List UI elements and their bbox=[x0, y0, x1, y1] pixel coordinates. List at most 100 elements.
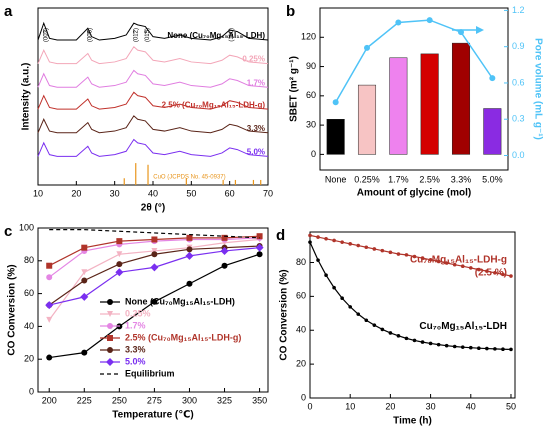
legend-label: 0.25% bbox=[125, 308, 151, 318]
marker bbox=[220, 246, 229, 255]
bar bbox=[451, 42, 471, 155]
y2-axis-label: Pore volume (mL g⁻¹) bbox=[532, 38, 543, 140]
y-tick-label: 0 bbox=[29, 386, 34, 396]
y-tick-label: 40 bbox=[24, 321, 34, 331]
marker bbox=[332, 99, 339, 106]
x-axis-label: 2θ (°) bbox=[141, 203, 165, 214]
marker bbox=[348, 242, 352, 246]
legend-marker bbox=[107, 299, 113, 305]
y-tick-label: 120 bbox=[301, 32, 316, 42]
legend-marker bbox=[106, 358, 114, 366]
marker bbox=[115, 268, 124, 277]
marker bbox=[45, 301, 54, 310]
y-tick-label: 30 bbox=[306, 119, 316, 129]
y-tick-label: 60 bbox=[306, 90, 316, 100]
marker bbox=[426, 17, 433, 24]
x-tick-label: 20 bbox=[385, 401, 395, 411]
marker bbox=[364, 44, 370, 51]
x-tick-label: 0.25% bbox=[354, 174, 380, 184]
plot-frame bbox=[319, 7, 509, 171]
marker bbox=[501, 272, 505, 277]
marker bbox=[221, 262, 228, 269]
x-tick-label: 50 bbox=[506, 401, 516, 411]
bar bbox=[420, 53, 439, 155]
x-axis-label: Temperature (℃) bbox=[112, 410, 193, 421]
marker bbox=[364, 318, 369, 323]
x-tick-label: 60 bbox=[225, 188, 235, 198]
marker bbox=[151, 236, 158, 243]
trace-label: 1.7% bbox=[247, 78, 265, 87]
marker bbox=[493, 271, 497, 275]
annotation: Cu₇₀Mg₁₅Al₁₅-LDH-g bbox=[410, 255, 507, 266]
marker bbox=[485, 346, 489, 351]
annotation: Cu₇₀Mg₁₅Al₁₅-LDH bbox=[419, 321, 507, 332]
y2-tick-label: 0.0 bbox=[512, 150, 525, 160]
marker bbox=[493, 347, 497, 351]
y-tick-label: 90 bbox=[306, 61, 316, 71]
marker bbox=[458, 29, 464, 36]
x-tick-label: 300 bbox=[182, 395, 197, 405]
marker bbox=[356, 243, 361, 248]
marker bbox=[444, 261, 449, 265]
panel-label: a bbox=[4, 3, 13, 20]
legend-marker bbox=[107, 311, 113, 317]
marker bbox=[460, 264, 465, 269]
y-tick-label: 80 bbox=[296, 257, 306, 267]
marker bbox=[485, 269, 489, 273]
marker bbox=[324, 273, 328, 277]
plot-frame bbox=[309, 231, 516, 399]
panel-label: c bbox=[4, 223, 12, 240]
trace-label: None (Cu₇₀Mg₁₅Al₁₅-LDH) bbox=[167, 31, 265, 40]
annotation: (2.5 %) bbox=[475, 268, 507, 279]
marker bbox=[116, 238, 123, 245]
marker bbox=[186, 246, 193, 253]
marker bbox=[308, 240, 312, 244]
legend-label: 3.3% bbox=[125, 344, 146, 354]
x-tick-label: 40 bbox=[466, 401, 476, 411]
y2-tick-label: 0.9 bbox=[512, 41, 525, 51]
marker bbox=[420, 256, 425, 260]
panel-label: b bbox=[286, 3, 295, 20]
marker bbox=[468, 266, 473, 270]
y2-tick-label: 0.6 bbox=[512, 77, 525, 87]
marker bbox=[444, 343, 449, 348]
marker bbox=[388, 331, 393, 335]
marker bbox=[308, 233, 312, 238]
marker bbox=[80, 292, 89, 301]
y-tick-label: 0 bbox=[311, 149, 316, 159]
marker bbox=[380, 327, 385, 332]
y-tick-label: 40 bbox=[296, 325, 306, 335]
y-tick-label: 100 bbox=[19, 222, 34, 232]
trace-label: 0.25% bbox=[242, 55, 265, 64]
y-tick-label: 60 bbox=[296, 291, 306, 301]
y2-tick-label: 1.2 bbox=[512, 5, 525, 15]
bar bbox=[483, 108, 502, 155]
marker bbox=[81, 269, 88, 276]
marker bbox=[501, 347, 505, 352]
legend-marker bbox=[107, 335, 113, 341]
marker bbox=[186, 280, 193, 287]
series-line bbox=[37, 91, 269, 110]
series-line bbox=[37, 21, 269, 41]
marker bbox=[185, 251, 194, 260]
marker bbox=[396, 252, 401, 256]
marker bbox=[420, 340, 425, 344]
marker bbox=[116, 261, 123, 268]
x-tick-label: 325 bbox=[217, 395, 232, 405]
marker bbox=[324, 236, 328, 241]
marker bbox=[404, 336, 409, 341]
plot-frame bbox=[37, 227, 269, 393]
series-line bbox=[49, 229, 260, 239]
x-tick-label: 10 bbox=[345, 401, 355, 411]
marker bbox=[46, 274, 53, 281]
marker bbox=[340, 296, 344, 301]
marker bbox=[255, 243, 264, 252]
marker bbox=[509, 347, 513, 352]
marker bbox=[332, 238, 336, 243]
bar bbox=[357, 84, 377, 155]
marker bbox=[46, 316, 53, 323]
marker bbox=[452, 262, 457, 267]
x-tick-label: 350 bbox=[252, 395, 267, 405]
marker bbox=[477, 346, 481, 351]
